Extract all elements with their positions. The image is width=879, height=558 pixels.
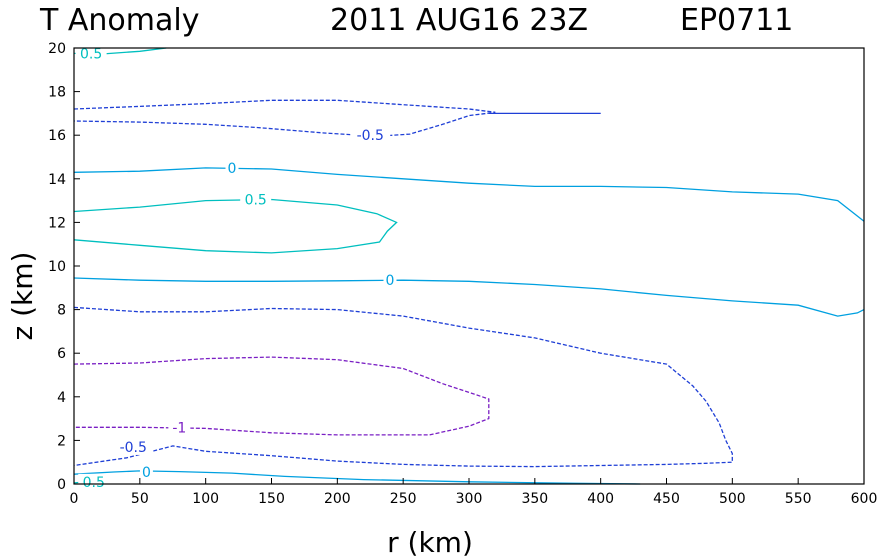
x-tick-label: 400: [587, 491, 614, 507]
y-axis-ticks: 0 2 4 6 8 10 12 14 16 18 20: [48, 41, 80, 493]
x-tick-label: 100: [192, 491, 219, 507]
y-tick-label: 14: [48, 172, 66, 188]
y-tick-label: 12: [48, 215, 66, 231]
contour-label: -0.5: [120, 440, 147, 456]
x-tick-label: 600: [851, 491, 878, 507]
y-tick-label: 2: [57, 433, 66, 449]
contour-label-background: [78, 473, 110, 490]
contour-label: 0.5: [83, 475, 105, 491]
contour-label: 0: [142, 465, 151, 481]
x-tick-label: 350: [521, 491, 548, 507]
y-axis-label: z (km): [6, 252, 39, 341]
plot-frame: [73, 47, 865, 485]
contour-label: 0.5: [245, 193, 267, 209]
x-tick-label: 150: [258, 491, 285, 507]
contour-line: [73, 470, 641, 485]
chart-title-storm-id: EP0711: [680, 3, 793, 38]
contour-label: 0: [228, 161, 237, 177]
contour-lines: [73, 47, 865, 485]
y-tick-label: 20: [48, 41, 66, 57]
chart-title-datetime: 2011 AUG16 23Z: [330, 3, 588, 38]
contour-label-background: [168, 419, 191, 436]
x-tick-label: 500: [719, 491, 746, 507]
x-axis-ticks: 0 50 100 150 200 250 300 350 400 450 500 550 600: [70, 478, 878, 507]
contour-line: [73, 198, 398, 254]
x-tick-label: 450: [653, 491, 680, 507]
y-tick-label: 16: [48, 128, 66, 144]
y-tick-label: 0: [57, 477, 66, 493]
contour-label-background: [139, 464, 153, 481]
contour-label: 0.5: [80, 46, 102, 62]
contour-label-background: [350, 127, 391, 144]
contour-line: [73, 356, 490, 436]
x-tick-label: 50: [131, 491, 149, 507]
contour-labels: 0.5 -0.5 0 0.5 0 -0.5 -1 0 0.5: [75, 45, 397, 491]
contour-line: [73, 277, 865, 317]
contour-label-background: [225, 159, 239, 176]
contour-label: 0: [386, 273, 395, 289]
contour-label-background: [75, 45, 107, 62]
contour-label-background: [240, 191, 272, 208]
y-tick-label: 8: [57, 303, 66, 319]
x-tick-label: 550: [785, 491, 812, 507]
x-axis-label: r (km): [387, 526, 473, 558]
y-tick-label: 18: [48, 85, 66, 101]
chart-title-variable: T Anomaly: [39, 3, 199, 38]
x-tick-label: 200: [324, 491, 351, 507]
x-tick-label: 250: [390, 491, 417, 507]
y-tick-label: 10: [48, 259, 66, 275]
y-tick-label: 6: [57, 346, 66, 362]
contour-label-background: [383, 272, 397, 289]
contour-label: -0.5: [357, 128, 384, 144]
contour-label: -1: [172, 420, 186, 436]
y-tick-label: 4: [57, 390, 66, 406]
contour-line: [73, 99, 496, 137]
x-tick-label: 300: [456, 491, 483, 507]
contour-label-background: [113, 438, 154, 455]
contour-line: [73, 306, 733, 468]
x-tick-label: 0: [70, 491, 79, 507]
contour-line: [73, 167, 865, 222]
